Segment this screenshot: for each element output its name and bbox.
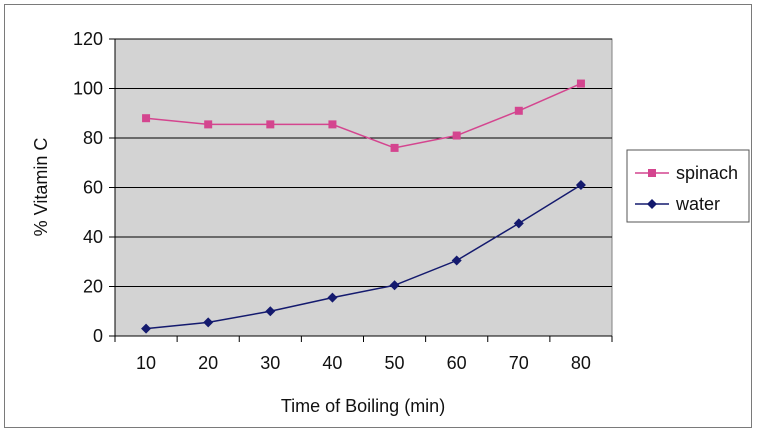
water-point	[203, 317, 214, 328]
x-tick-label: 60	[447, 353, 467, 373]
legend-label: water	[675, 194, 720, 214]
y-tick-labels: 0 20 40 60 80 100 120	[73, 29, 103, 346]
legend-item-water: water	[635, 194, 720, 214]
series-water	[141, 180, 586, 334]
x-tick-label: 50	[385, 353, 405, 373]
spinach-point	[266, 120, 275, 129]
y-tick-label: 80	[83, 128, 103, 148]
water-point	[141, 323, 152, 334]
legend-box	[626, 149, 750, 223]
spinach-point	[142, 114, 151, 123]
y-tick-label: 0	[93, 326, 103, 346]
spinach-point	[576, 79, 585, 88]
water-point	[265, 306, 276, 317]
legend: spinach water	[626, 149, 750, 223]
y-tick-label: 100	[73, 79, 103, 99]
legend-swatch-marker	[648, 169, 656, 177]
chart-frame: 0 20 40 60 80 100 120 10 20 30 40 50 60 70 80 % Vitam…	[4, 4, 752, 428]
water-point	[513, 218, 524, 229]
x-axis-title: Time of Boiling (min)	[281, 396, 445, 416]
spinach-point	[204, 120, 213, 129]
y-tick-label: 120	[73, 29, 103, 49]
x-tick-label: 40	[322, 353, 342, 373]
legend-items: spinach water	[635, 163, 738, 214]
spinach-point	[328, 120, 337, 129]
water-line	[145, 184, 582, 330]
water-point	[327, 292, 338, 303]
spinach-line	[145, 82, 582, 149]
y-tick-label: 40	[83, 227, 103, 247]
x-tick-label: 70	[509, 353, 529, 373]
x-tick-label: 20	[198, 353, 218, 373]
water-point	[451, 255, 462, 266]
axes	[109, 38, 613, 342]
x-tick-label: 10	[136, 353, 156, 373]
series-layer	[141, 79, 586, 334]
gridlines	[115, 38, 612, 287]
spinach-point	[514, 106, 523, 115]
x-tick-labels: 10 20 30 40 50 60 70 80	[136, 353, 591, 373]
legend-label: spinach	[676, 163, 738, 183]
y-axis-title: % Vitamin C	[31, 138, 51, 237]
x-tick-label: 80	[571, 353, 591, 373]
series-spinach	[142, 79, 585, 152]
line-chart: 0 20 40 60 80 100 120 10 20 30 40 50 60 70 80 % Vitam…	[31, 29, 750, 416]
legend-swatch-marker	[647, 199, 657, 209]
legend-item-spinach: spinach	[635, 163, 738, 183]
y-tick-label: 60	[83, 178, 103, 198]
spinach-point	[390, 143, 399, 152]
water-point	[389, 280, 400, 291]
x-tick-label: 30	[260, 353, 280, 373]
y-tick-label: 20	[83, 277, 103, 297]
water-point	[575, 180, 586, 191]
spinach-point	[452, 131, 461, 140]
